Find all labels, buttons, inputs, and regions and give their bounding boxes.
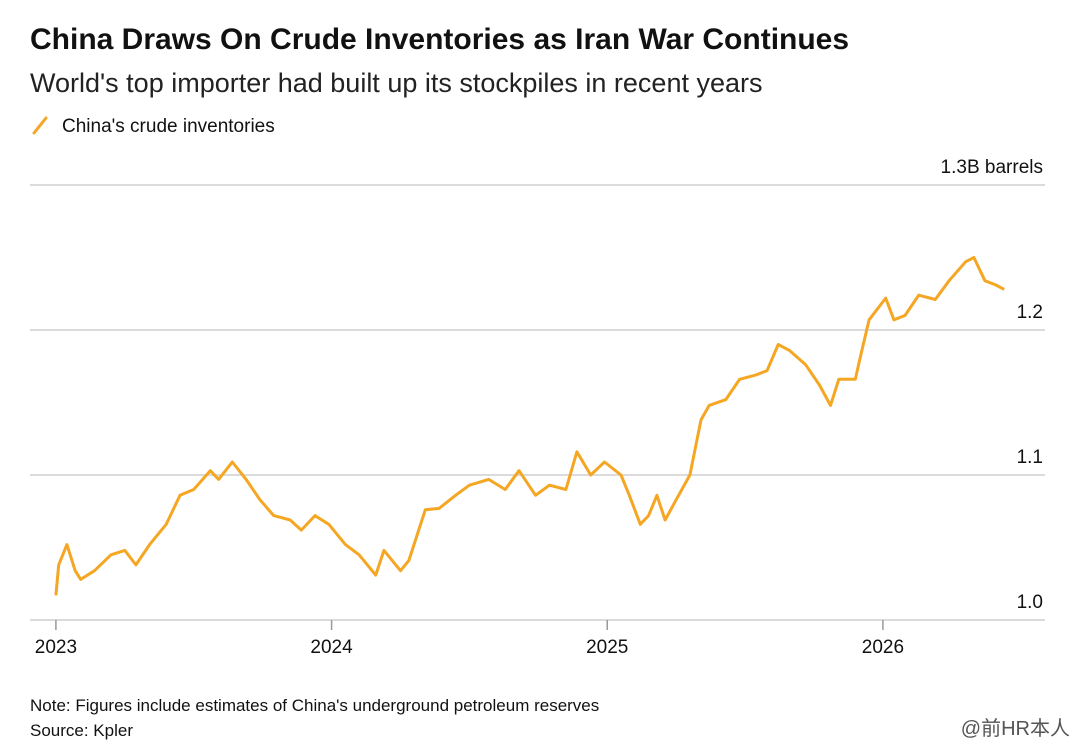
x-tick-label: 2024 — [310, 637, 353, 658]
x-tick-label: 2025 — [586, 637, 628, 658]
x-tick-label: 2023 — [35, 637, 77, 658]
y-tick-label: 1.1 — [1017, 447, 1043, 468]
chart-subtitle: World's top importer had built up its st… — [30, 68, 762, 98]
source: Source: Kpler — [30, 721, 133, 740]
legend-swatch — [32, 116, 48, 135]
legend-label: China's crude inventories — [62, 116, 275, 137]
y-tick-label: 1.0 — [1017, 592, 1043, 613]
data-line — [54, 256, 1005, 596]
y-tick-label: 1.2 — [1017, 302, 1043, 323]
chart-title: China Draws On Crude Inventories as Iran… — [30, 23, 849, 56]
y-tick-label: 1.3B barrels — [941, 157, 1043, 178]
note: Note: Figures include estimates of China… — [30, 696, 599, 715]
x-tick-label: 2026 — [862, 637, 904, 658]
watermark: @前HR本人 — [961, 717, 1070, 740]
